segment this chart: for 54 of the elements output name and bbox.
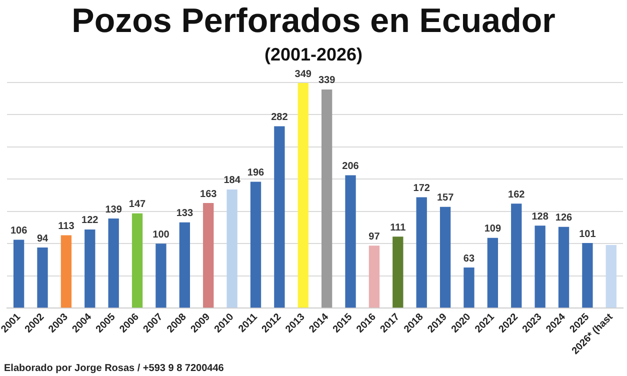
bar bbox=[13, 240, 24, 308]
data-label: 100 bbox=[152, 229, 170, 240]
data-label: 139 bbox=[105, 204, 122, 216]
bar bbox=[345, 175, 356, 308]
data-label: 339 bbox=[318, 75, 336, 86]
data-label: 101 bbox=[579, 228, 596, 240]
data-label: 111 bbox=[390, 222, 406, 234]
data-label: 106 bbox=[10, 226, 28, 237]
chart-title: Pozos Perforados en Ecuador bbox=[72, 2, 556, 40]
bar bbox=[274, 126, 285, 308]
data-label: 122 bbox=[82, 215, 99, 226]
data-label: 147 bbox=[128, 199, 146, 210]
bar bbox=[511, 204, 522, 308]
bar bbox=[582, 243, 593, 308]
data-label: 63 bbox=[463, 253, 475, 264]
bar bbox=[203, 203, 214, 308]
bar bbox=[108, 218, 119, 308]
bar bbox=[250, 182, 262, 308]
data-label: 162 bbox=[508, 189, 526, 200]
data-label: 163 bbox=[200, 188, 218, 200]
bar bbox=[37, 248, 48, 308]
bar bbox=[392, 236, 404, 308]
bar bbox=[60, 235, 72, 308]
data-label: 184 bbox=[224, 175, 241, 186]
bar bbox=[416, 197, 427, 308]
data-label: 97 bbox=[368, 231, 380, 242]
bar bbox=[179, 222, 190, 308]
data-label: 282 bbox=[271, 112, 288, 124]
data-label: 349 bbox=[294, 68, 312, 80]
bar bbox=[440, 206, 451, 308]
data-label: 128 bbox=[532, 211, 549, 222]
text: Elaborado por Jorge Rosas / +593 9 8 7200446 bbox=[4, 362, 224, 374]
bar bbox=[84, 229, 96, 308]
bar bbox=[156, 244, 166, 308]
bar bbox=[321, 89, 332, 308]
data-label: 113 bbox=[58, 221, 75, 232]
bar bbox=[132, 213, 143, 308]
bar bbox=[487, 238, 498, 308]
data-label: 157 bbox=[436, 192, 454, 204]
bar bbox=[368, 246, 380, 308]
bar bbox=[606, 244, 616, 308]
data-label: 206 bbox=[342, 161, 360, 172]
data-label: 94 bbox=[36, 233, 48, 244]
data-label: 172 bbox=[413, 182, 430, 194]
bar bbox=[534, 226, 546, 308]
data-label: 109 bbox=[484, 224, 502, 235]
data-label: 196 bbox=[247, 167, 265, 178]
bar bbox=[226, 189, 238, 308]
chart-subtitle: (2001-2026) bbox=[264, 44, 363, 65]
bar bbox=[464, 268, 474, 308]
bar bbox=[298, 83, 308, 308]
data-label: 126 bbox=[555, 212, 573, 224]
data-label: 133 bbox=[176, 208, 194, 220]
bar bbox=[558, 226, 570, 308]
